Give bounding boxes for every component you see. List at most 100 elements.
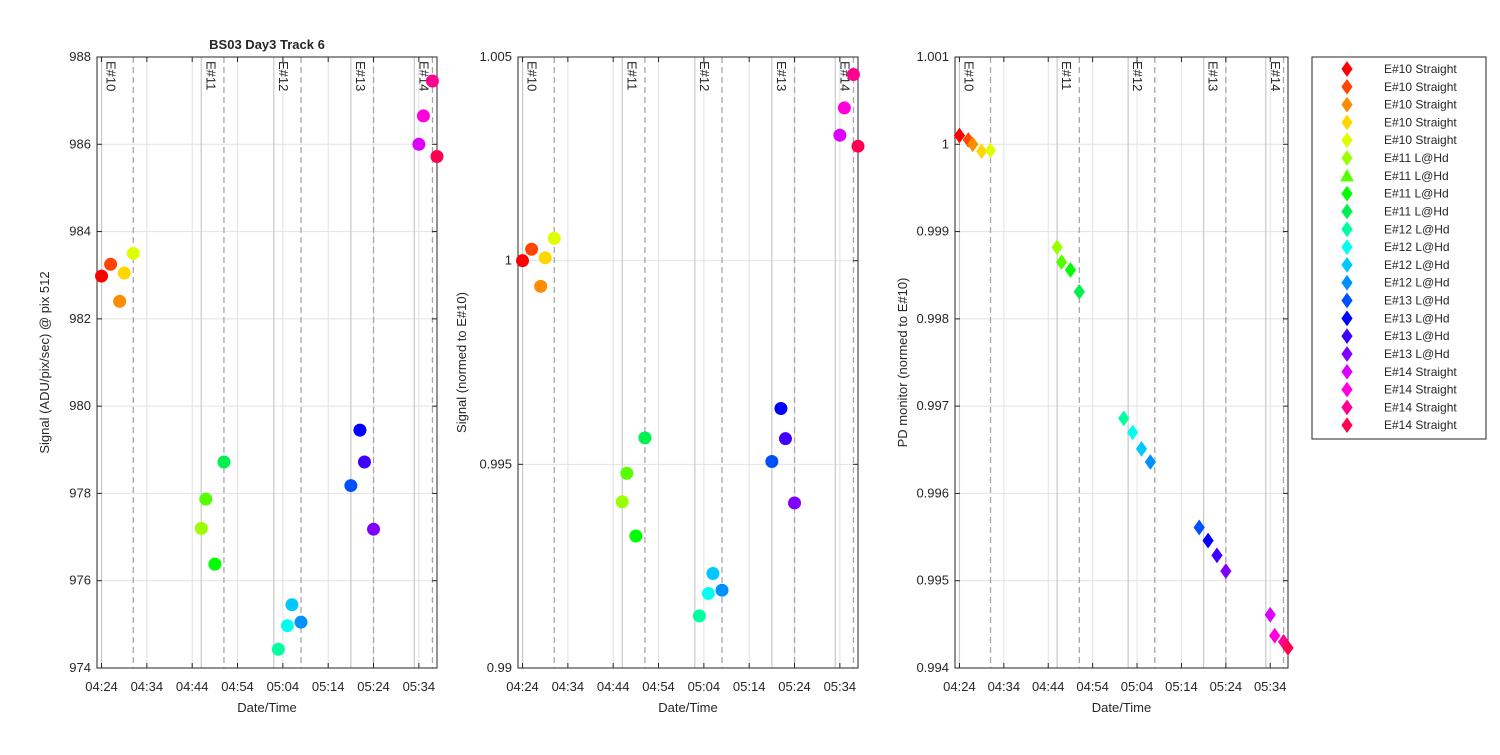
legend-box bbox=[1311, 56, 1487, 440]
y-tick-label: 1 bbox=[942, 136, 949, 151]
data-point bbox=[208, 557, 222, 571]
exposure-label: E#14 bbox=[837, 61, 852, 91]
legend-entry-label: E#11 L@Hd bbox=[1384, 187, 1449, 201]
data-point bbox=[788, 496, 802, 510]
data-point bbox=[1282, 640, 1294, 656]
data-point bbox=[976, 143, 988, 160]
data-point bbox=[715, 583, 729, 597]
legend-entry-label: E#13 L@Hd bbox=[1384, 294, 1450, 308]
legend-entry-label: E#10 Straight bbox=[1384, 98, 1457, 112]
exposure-label: E#10 bbox=[525, 61, 540, 91]
legend-marker bbox=[1341, 381, 1353, 398]
exposure-label: E#13 bbox=[774, 61, 789, 91]
x-tick-label: 05:14 bbox=[312, 679, 345, 694]
legend-marker bbox=[1341, 61, 1353, 77]
legend-marker bbox=[1341, 328, 1353, 345]
legend-marker bbox=[1341, 114, 1353, 131]
y-tick-label: 984 bbox=[69, 224, 91, 239]
legend-entry-label: E#13 L@Hd bbox=[1384, 329, 1450, 343]
y-axis-label: Signal (normed to E#10) bbox=[454, 292, 469, 433]
plot-area bbox=[97, 57, 437, 668]
legend-entry-label: E#14 Straight bbox=[1384, 365, 1457, 379]
x-tick-label: 05:34 bbox=[824, 679, 857, 694]
y-tick-label: 980 bbox=[69, 398, 91, 413]
data-point bbox=[547, 231, 561, 245]
data-point bbox=[837, 101, 851, 115]
x-tick-label: 05:24 bbox=[357, 679, 390, 694]
panel-2: 0.99 0.995 1 1.005 04:24 04:34 04:44 04:54 05:04… bbox=[454, 49, 865, 715]
x-axis-label: Date/Time bbox=[658, 700, 717, 715]
legend-marker bbox=[1341, 417, 1353, 434]
data-point bbox=[425, 74, 439, 88]
x-tick-label: 05:24 bbox=[1210, 679, 1243, 694]
legend-marker bbox=[1341, 399, 1353, 416]
data-point bbox=[851, 139, 865, 153]
legend-entry-label: E#12 L@Hd bbox=[1384, 222, 1450, 236]
data-point bbox=[95, 269, 109, 283]
data-point bbox=[285, 598, 299, 612]
y-tick-label: 976 bbox=[69, 573, 91, 588]
legend-entry-label: E#10 Straight bbox=[1384, 80, 1457, 94]
data-point bbox=[1269, 627, 1281, 644]
y-tick-label: 1.001 bbox=[916, 49, 949, 64]
data-point bbox=[113, 294, 127, 308]
legend-marker bbox=[1341, 363, 1353, 380]
x-tick-label: 04:24 bbox=[943, 679, 976, 694]
exposure-label: E#14 bbox=[1268, 61, 1283, 91]
legend-marker bbox=[1341, 346, 1353, 362]
data-point bbox=[833, 128, 847, 142]
data-point bbox=[117, 266, 131, 280]
y-tick-label: 0.999 bbox=[916, 224, 949, 239]
data-point bbox=[1220, 563, 1232, 579]
legend-marker bbox=[1341, 239, 1353, 255]
y-tick-label: 0.998 bbox=[916, 311, 949, 326]
data-point bbox=[516, 254, 530, 268]
y-tick-label: 0.997 bbox=[916, 398, 949, 413]
data-point bbox=[194, 521, 208, 535]
data-point bbox=[1051, 239, 1063, 256]
exposure-label: E#13 bbox=[353, 61, 368, 91]
legend-entry-label: E#11 L@Hd bbox=[1384, 204, 1449, 218]
data-point bbox=[104, 257, 118, 271]
exposure-label: E#10 bbox=[961, 61, 976, 91]
data-point bbox=[538, 251, 552, 265]
legend-entry-label: E#11 L@Hd bbox=[1384, 169, 1449, 183]
x-tick-label: 04:44 bbox=[597, 679, 630, 694]
x-tick-label: 04:54 bbox=[642, 679, 675, 694]
legend-marker bbox=[1341, 203, 1353, 220]
data-point bbox=[1064, 262, 1077, 278]
x-tick-label: 04:24 bbox=[506, 679, 539, 694]
y-tick-label: 974 bbox=[69, 660, 91, 675]
y-tick-label: 0.994 bbox=[916, 660, 949, 675]
legend-marker bbox=[1341, 132, 1353, 149]
legend-entry-label: E#10 Straight bbox=[1384, 133, 1457, 147]
x-tick-label: 04:34 bbox=[552, 679, 585, 694]
y-tick-label: 978 bbox=[69, 485, 91, 500]
data-point bbox=[1055, 254, 1068, 270]
legend-entry-label: E#11 L@Hd bbox=[1384, 151, 1449, 165]
legend-entry-label: E#10 Straight bbox=[1384, 62, 1457, 76]
x-tick-label: 05:34 bbox=[1254, 679, 1287, 694]
legend: E#10 Straight E#10 Straight E#10 Straight E… bbox=[1311, 56, 1487, 440]
exposure-label: E#11 bbox=[1059, 61, 1074, 90]
exposure-label: E#12 bbox=[697, 61, 712, 91]
panel-1: 974 976 978 980 982 984 986 988 04:24 04:34 04:44 0… bbox=[37, 37, 444, 715]
data-point bbox=[353, 423, 367, 437]
x-tick-label: 05:04 bbox=[688, 679, 721, 694]
data-point bbox=[126, 246, 140, 260]
x-tick-label: 05:14 bbox=[733, 679, 766, 694]
data-point bbox=[984, 142, 997, 159]
x-tick-label: 04:54 bbox=[1076, 679, 1109, 694]
axes-frame bbox=[517, 56, 859, 669]
x-tick-label: 04:24 bbox=[85, 679, 118, 694]
x-tick-label: 05:04 bbox=[267, 679, 300, 694]
legend-entry-label: E#14 Straight bbox=[1384, 383, 1457, 397]
y-tick-label: 1.005 bbox=[479, 49, 512, 64]
exposure-label: E#11 bbox=[203, 61, 218, 90]
exposure-label: E#10 bbox=[104, 61, 119, 91]
data-point bbox=[367, 522, 381, 536]
data-point bbox=[430, 150, 444, 164]
data-point bbox=[357, 455, 371, 469]
x-tick-label: 04:44 bbox=[176, 679, 209, 694]
x-tick-label: 04:44 bbox=[1032, 679, 1065, 694]
